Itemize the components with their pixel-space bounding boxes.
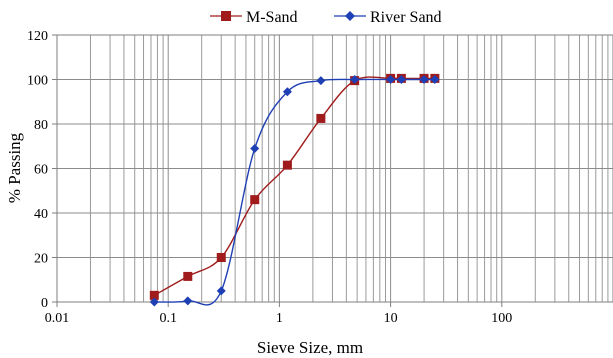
y-tick-label: 20	[34, 252, 48, 267]
y-tick-label: 0	[41, 296, 48, 311]
legend-item-m-sand: M-Sand	[210, 9, 298, 26]
data-point-river-sand	[183, 296, 193, 306]
data-point-river-sand	[386, 75, 396, 84]
data-point-m-sand	[216, 253, 226, 262]
legend-label-m-sand: M-Sand	[246, 9, 298, 26]
data-point-river-sand	[430, 75, 440, 84]
legend-marker-m-sand	[221, 11, 231, 21]
legend-item-river-sand: River Sand	[334, 9, 442, 26]
y-tick-label: 100	[27, 74, 48, 89]
series-line-river-sand	[154, 78, 435, 306]
legend-marker-river-sand	[345, 11, 355, 21]
y-tick-label: 40	[34, 207, 48, 222]
data-point-river-sand	[396, 75, 406, 84]
x-tick-label: 0.1	[159, 311, 177, 326]
data-point-river-sand	[419, 75, 429, 84]
x-tick-label: 100	[491, 311, 512, 326]
x-axis-title: Sieve Size, mm	[257, 338, 363, 357]
y-axis-title: % Passing	[5, 132, 24, 203]
y-tick-label: 60	[34, 163, 48, 178]
data-point-m-sand	[183, 271, 193, 281]
series-line-m-sand	[153, 76, 435, 296]
x-tick-label: 0.01	[45, 311, 70, 326]
legend-label-river-sand: River Sand	[370, 9, 442, 26]
y-tick-label: 120	[27, 29, 48, 44]
x-tick-label: 1	[276, 311, 283, 326]
data-point-m-sand	[149, 290, 159, 300]
x-tick-label: 10	[384, 311, 398, 326]
y-tick-label: 80	[34, 118, 48, 133]
data-point-river-sand	[250, 143, 260, 153]
data-point-river-sand	[282, 87, 292, 97]
series	[149, 73, 440, 307]
data-point-river-sand	[216, 286, 226, 296]
data-point-river-sand	[316, 76, 326, 86]
data-point-m-sand	[316, 113, 326, 123]
tick-labels: 0 20 40 60 80 100 120 0.01 0.1 1 10 100	[27, 29, 512, 326]
data-point-river-sand	[149, 297, 159, 307]
data-point-m-sand	[250, 195, 260, 205]
data-point-m-sand	[282, 160, 292, 170]
data-point-river-sand	[350, 75, 360, 84]
legend: M-Sand River Sand	[210, 9, 442, 26]
grid	[57, 35, 613, 302]
